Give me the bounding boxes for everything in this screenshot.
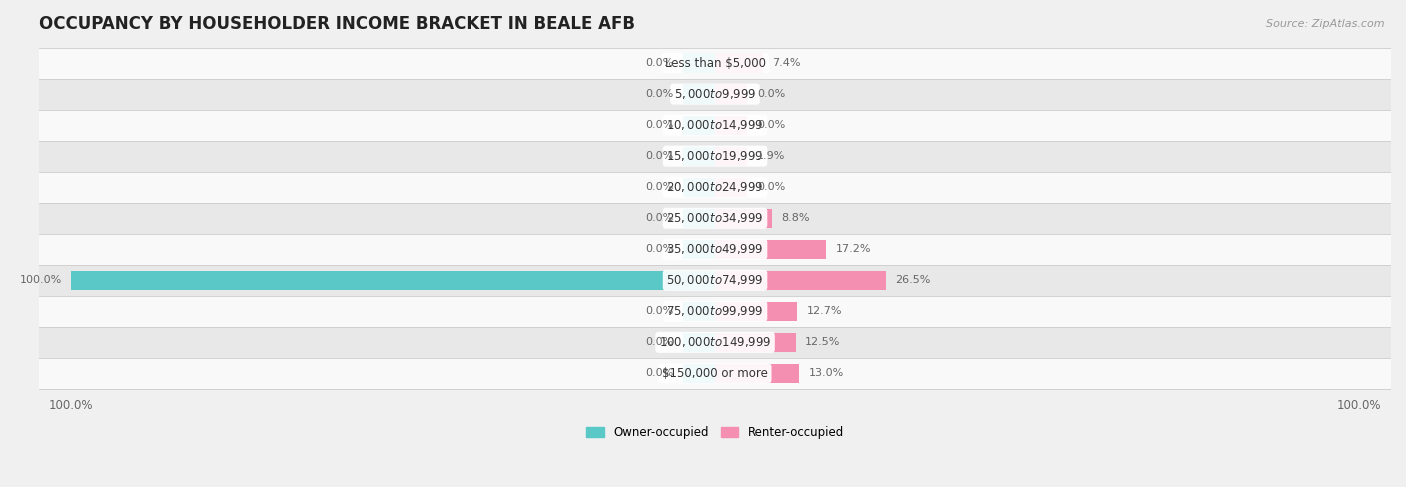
Text: 0.0%: 0.0%: [645, 368, 673, 378]
Bar: [716, 364, 799, 383]
Text: $100,000 to $149,999: $100,000 to $149,999: [659, 336, 772, 349]
Bar: [39, 78, 1391, 110]
Bar: [716, 178, 747, 197]
Bar: [683, 240, 716, 259]
Bar: [39, 172, 1391, 203]
Text: 7.4%: 7.4%: [772, 58, 801, 68]
Bar: [716, 240, 825, 259]
Text: 0.0%: 0.0%: [756, 89, 785, 99]
Text: 17.2%: 17.2%: [835, 244, 870, 254]
Text: $25,000 to $34,999: $25,000 to $34,999: [666, 211, 763, 225]
Bar: [716, 333, 796, 352]
Bar: [683, 115, 716, 135]
Bar: [39, 141, 1391, 172]
Bar: [39, 265, 1391, 296]
Bar: [716, 54, 762, 73]
Text: 0.0%: 0.0%: [645, 89, 673, 99]
Bar: [716, 208, 772, 228]
Text: 8.8%: 8.8%: [782, 213, 810, 223]
Bar: [683, 364, 716, 383]
Text: 0.0%: 0.0%: [645, 151, 673, 161]
Text: 0.0%: 0.0%: [645, 120, 673, 130]
Text: 0.0%: 0.0%: [756, 182, 785, 192]
Text: 0.0%: 0.0%: [645, 337, 673, 347]
Text: $10,000 to $14,999: $10,000 to $14,999: [666, 118, 763, 132]
Text: $50,000 to $74,999: $50,000 to $74,999: [666, 273, 763, 287]
Text: 0.0%: 0.0%: [645, 213, 673, 223]
Bar: [683, 333, 716, 352]
Text: $150,000 or more: $150,000 or more: [662, 367, 768, 380]
Bar: [39, 203, 1391, 234]
Bar: [39, 327, 1391, 358]
Text: 100.0%: 100.0%: [20, 275, 62, 285]
Bar: [683, 178, 716, 197]
Text: $35,000 to $49,999: $35,000 to $49,999: [666, 242, 763, 256]
Text: $15,000 to $19,999: $15,000 to $19,999: [666, 149, 763, 163]
Text: 1.9%: 1.9%: [756, 151, 786, 161]
Bar: [683, 54, 716, 73]
Bar: [716, 271, 886, 290]
Text: 12.5%: 12.5%: [806, 337, 841, 347]
Text: 26.5%: 26.5%: [896, 275, 931, 285]
Text: 0.0%: 0.0%: [645, 244, 673, 254]
Bar: [683, 302, 716, 321]
Bar: [39, 48, 1391, 78]
Text: 0.0%: 0.0%: [645, 306, 673, 317]
Bar: [716, 147, 747, 166]
Text: OCCUPANCY BY HOUSEHOLDER INCOME BRACKET IN BEALE AFB: OCCUPANCY BY HOUSEHOLDER INCOME BRACKET …: [39, 15, 636, 33]
Bar: [39, 296, 1391, 327]
Text: 12.7%: 12.7%: [807, 306, 842, 317]
Legend: Owner-occupied, Renter-occupied: Owner-occupied, Renter-occupied: [582, 421, 849, 444]
Text: 0.0%: 0.0%: [756, 120, 785, 130]
Bar: [39, 110, 1391, 141]
Bar: [683, 208, 716, 228]
Bar: [716, 302, 797, 321]
Bar: [72, 271, 716, 290]
Text: $5,000 to $9,999: $5,000 to $9,999: [673, 87, 756, 101]
Bar: [39, 234, 1391, 265]
Bar: [716, 115, 747, 135]
Bar: [39, 358, 1391, 389]
Text: $75,000 to $99,999: $75,000 to $99,999: [666, 304, 763, 318]
Text: Source: ZipAtlas.com: Source: ZipAtlas.com: [1267, 19, 1385, 30]
Bar: [716, 84, 747, 104]
Text: $20,000 to $24,999: $20,000 to $24,999: [666, 180, 763, 194]
Text: Less than $5,000: Less than $5,000: [665, 56, 765, 70]
Text: 0.0%: 0.0%: [645, 182, 673, 192]
Bar: [683, 147, 716, 166]
Bar: [683, 84, 716, 104]
Text: 13.0%: 13.0%: [808, 368, 844, 378]
Text: 0.0%: 0.0%: [645, 58, 673, 68]
